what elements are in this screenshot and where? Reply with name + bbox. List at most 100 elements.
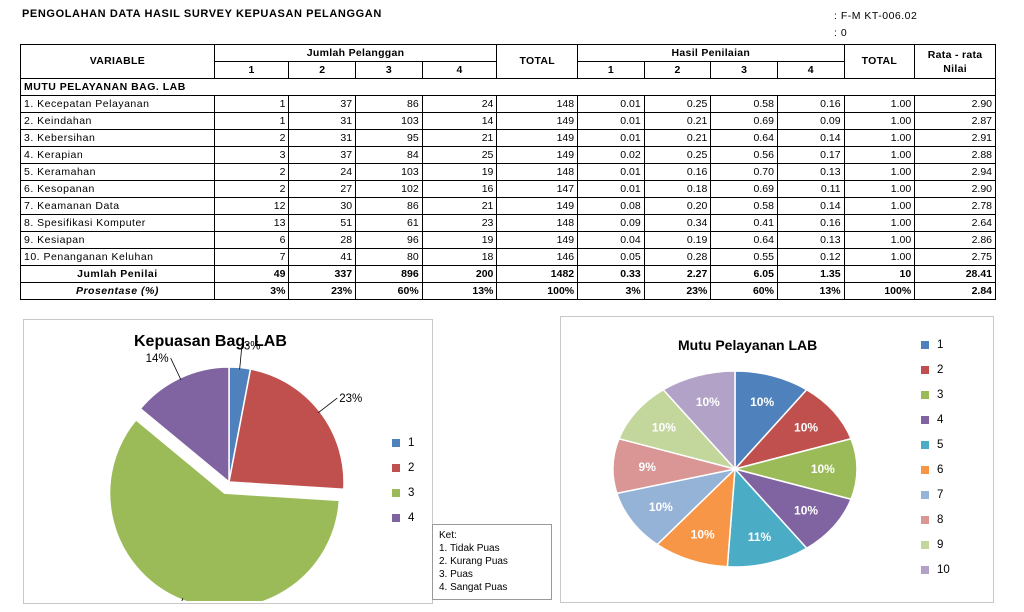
row-label: 6. Kesopanan bbox=[20, 180, 215, 198]
legend-label: 8 bbox=[937, 513, 944, 526]
ket-box: Ket: 1. Tidak Puas 2. Kurang Puas 3. Pua… bbox=[432, 524, 552, 600]
row-label: 3. Kebersihan bbox=[20, 129, 215, 147]
row-label: 8. Spesifikasi Komputer bbox=[20, 214, 215, 232]
score-4: 0.09 bbox=[776, 112, 845, 130]
subheader-3: 3 bbox=[355, 61, 423, 79]
score-1: 0.08 bbox=[577, 197, 645, 215]
header-jumlah-pelanggan: Jumlah Pelanggan bbox=[213, 44, 498, 62]
count-3: 61 bbox=[355, 214, 423, 232]
slice-label: 10% bbox=[691, 528, 715, 542]
score-total: 1.00 bbox=[843, 95, 916, 113]
count-2: 37 bbox=[288, 95, 357, 113]
score-total: 1.00 bbox=[843, 248, 916, 266]
table-row: 1. Kecepatan Pelayanan 1 37 86 24 148 0.01 0.25… bbox=[20, 95, 996, 113]
score-1: 0.01 bbox=[577, 112, 645, 130]
count-2: 51 bbox=[288, 214, 357, 232]
score-1: 0.05 bbox=[577, 248, 645, 266]
count-2: 27 bbox=[288, 180, 357, 198]
row-label: 10. Penanganan Keluhan bbox=[20, 248, 215, 266]
count-total: 148 bbox=[496, 214, 579, 232]
revision-code: : 0 bbox=[834, 27, 848, 39]
page-title: PENGOLAHAN DATA HASIL SURVEY KEPUASAN PE… bbox=[22, 8, 382, 20]
count-4: 14 bbox=[421, 112, 498, 130]
table-row: 7. Keamanan Data 12 30 86 21 149 0.08 0.20 0.58 0… bbox=[20, 197, 996, 215]
score-4: 0.12 bbox=[776, 248, 845, 266]
count-total: 100% bbox=[496, 282, 579, 300]
average-score: 2.87 bbox=[914, 112, 996, 130]
score-2: 0.21 bbox=[643, 129, 712, 147]
pie-slice bbox=[732, 467, 853, 550]
slice-label: 10% bbox=[811, 462, 835, 476]
chart-title-kepuasan: Kepuasan Bag. LAB bbox=[134, 333, 287, 350]
subheader-hasil-3: 3 bbox=[710, 61, 778, 79]
legend-swatch bbox=[921, 465, 929, 474]
count-3: 84 bbox=[355, 146, 423, 164]
ket-item: 2. Kurang Puas bbox=[439, 556, 508, 567]
legend-item: 2 bbox=[921, 357, 950, 382]
count-4: 13% bbox=[421, 282, 498, 300]
count-1: 2 bbox=[213, 163, 290, 181]
ket-item: 3. Puas bbox=[439, 569, 473, 580]
pie-slice bbox=[734, 370, 808, 471]
score-2: 0.25 bbox=[643, 95, 712, 113]
legend-swatch bbox=[921, 340, 929, 349]
legend-swatch bbox=[921, 540, 929, 549]
form-code: : F-M KT-006.02 bbox=[834, 10, 918, 22]
count-4: 25 bbox=[421, 146, 498, 164]
legend-item: 7 bbox=[921, 482, 950, 507]
score-4: 0.17 bbox=[776, 146, 845, 164]
average-score: 2.86 bbox=[914, 231, 996, 249]
table-row: 6. Kesopanan 2 27 102 16 147 0.01 0.18 0.69 0.11 1… bbox=[20, 180, 996, 198]
table-row: 5. Keramahan 2 24 103 19 148 0.01 0.16 0.70 0.13 1… bbox=[20, 163, 996, 181]
subheader-4: 4 bbox=[421, 61, 498, 79]
score-3: 60% bbox=[710, 282, 778, 300]
pie-chart-kepuasan: 3%23%60%14% bbox=[108, 341, 362, 601]
score-4: 0.13 bbox=[776, 231, 845, 249]
legend-kepuasan: 1 2 3 4 bbox=[392, 430, 414, 530]
header-variable: VARIABLE bbox=[20, 44, 215, 79]
slice-label: 9% bbox=[639, 460, 657, 474]
table-row: 3. Kebersihan 2 31 95 21 149 0.01 0.21 0.64 0.14 1… bbox=[20, 129, 996, 147]
score-3: 6.05 bbox=[710, 265, 778, 283]
count-total: 148 bbox=[496, 95, 579, 113]
table-row: 2. Keindahan 1 31 103 14 149 0.01 0.21 0.69 0.09 1… bbox=[20, 112, 996, 130]
pie-slice bbox=[617, 388, 738, 471]
count-1: 6 bbox=[213, 231, 290, 249]
pie-slice bbox=[726, 467, 808, 568]
table-row: 9. Kesiapan 6 28 96 19 149 0.04 0.19 0.64 0.13 1.0… bbox=[20, 231, 996, 249]
subheader-2: 2 bbox=[288, 61, 357, 79]
count-2: 337 bbox=[288, 265, 357, 283]
count-2: 28 bbox=[288, 231, 357, 249]
count-3: 96 bbox=[355, 231, 423, 249]
legend-swatch bbox=[392, 438, 400, 447]
score-3: 0.69 bbox=[710, 112, 778, 130]
legend-label: 1 bbox=[408, 436, 415, 449]
count-3: 95 bbox=[355, 129, 423, 147]
count-total: 149 bbox=[496, 197, 579, 215]
score-total: 1.00 bbox=[843, 231, 916, 249]
count-2: 41 bbox=[288, 248, 357, 266]
count-1: 2 bbox=[213, 180, 290, 198]
score-1: 0.01 bbox=[577, 95, 645, 113]
header-total-2: TOTAL bbox=[843, 44, 916, 79]
count-4: 19 bbox=[421, 231, 498, 249]
count-4: 21 bbox=[421, 129, 498, 147]
slice-label: 10% bbox=[652, 421, 676, 435]
leader-line bbox=[170, 357, 182, 380]
legend-item: 6 bbox=[921, 457, 950, 482]
count-4: 200 bbox=[421, 265, 498, 283]
average-score: 2.88 bbox=[914, 146, 996, 164]
legend-item: 3 bbox=[392, 480, 414, 505]
score-2: 0.21 bbox=[643, 112, 712, 130]
table-row: 10. Penanganan Keluhan 7 41 80 18 146 0.05 0.28… bbox=[20, 248, 996, 266]
count-3: 80 bbox=[355, 248, 423, 266]
count-4: 16 bbox=[421, 180, 498, 198]
score-3: 0.69 bbox=[710, 180, 778, 198]
average-score: 2.90 bbox=[914, 95, 996, 113]
count-1: 49 bbox=[213, 265, 290, 283]
score-1: 0.01 bbox=[577, 163, 645, 181]
count-2: 30 bbox=[288, 197, 357, 215]
legend-swatch bbox=[392, 513, 400, 522]
chart-title-mutu: Mutu Pelayanan LAB bbox=[678, 337, 818, 353]
